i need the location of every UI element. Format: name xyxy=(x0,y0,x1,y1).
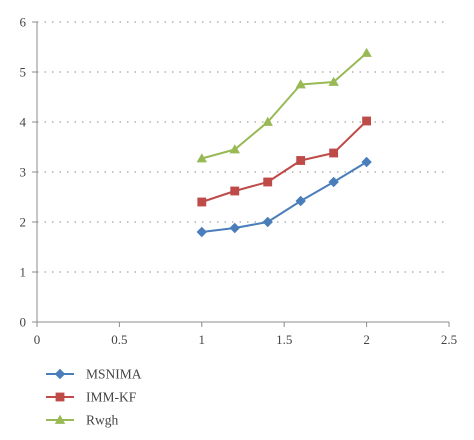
data-point xyxy=(229,222,240,234)
series-imm-kf xyxy=(197,116,372,207)
legend: MSNIMA IMM-KF Rwgh xyxy=(46,367,142,428)
data-point xyxy=(362,116,372,126)
legend-marker xyxy=(54,414,66,424)
series-msnima xyxy=(196,156,372,238)
data-point xyxy=(196,153,207,163)
data-point xyxy=(328,176,339,188)
series-line xyxy=(201,52,368,160)
series-rwgh xyxy=(196,47,372,163)
data-point xyxy=(329,148,339,158)
x-tick-label: 0.5 xyxy=(111,332,127,347)
data-point xyxy=(361,156,372,168)
legend-label: MSNIMA xyxy=(86,367,142,382)
data-point xyxy=(295,79,306,89)
y-tick-label: 5 xyxy=(20,65,27,80)
legend-item: MSNIMA xyxy=(46,367,142,382)
series-line xyxy=(201,161,368,233)
y-tick-label: 2 xyxy=(20,215,27,230)
series-group xyxy=(196,47,372,238)
y-tick-label: 4 xyxy=(20,115,27,130)
y-tick-label: 0 xyxy=(20,315,27,330)
legend-item: Rwgh xyxy=(46,413,119,428)
y-tick-label: 3 xyxy=(20,165,27,180)
axes xyxy=(36,22,449,323)
data-point xyxy=(361,47,372,57)
series-line xyxy=(201,120,368,203)
x-axis-ticks: 0 0.5 1 1.5 2 2.5 xyxy=(34,322,457,347)
grid-lines xyxy=(37,21,449,273)
y-tick-label: 6 xyxy=(20,15,27,30)
x-tick-label: 2.5 xyxy=(441,332,457,347)
legend-marker xyxy=(54,368,66,380)
legend-marker xyxy=(55,392,65,402)
x-tick-label: 1.5 xyxy=(276,332,292,347)
x-tick-label: 1 xyxy=(199,332,206,347)
data-point xyxy=(263,177,273,187)
data-point xyxy=(197,197,207,207)
y-axis-ticks: 0 1 2 3 4 5 6 xyxy=(20,15,37,330)
data-point xyxy=(262,216,273,228)
data-point xyxy=(262,116,273,126)
x-tick-label: 2 xyxy=(363,332,370,347)
data-point xyxy=(196,226,207,238)
data-point xyxy=(229,144,240,154)
legend-label: IMM-KF xyxy=(86,390,137,405)
y-tick-label: 1 xyxy=(20,265,27,280)
data-point xyxy=(230,186,240,196)
x-tick-label: 0 xyxy=(34,332,41,347)
data-point xyxy=(328,76,339,86)
data-point xyxy=(296,156,306,165)
legend-label: Rwgh xyxy=(86,413,119,428)
data-point xyxy=(295,195,306,207)
legend-item: IMM-KF xyxy=(46,390,137,405)
